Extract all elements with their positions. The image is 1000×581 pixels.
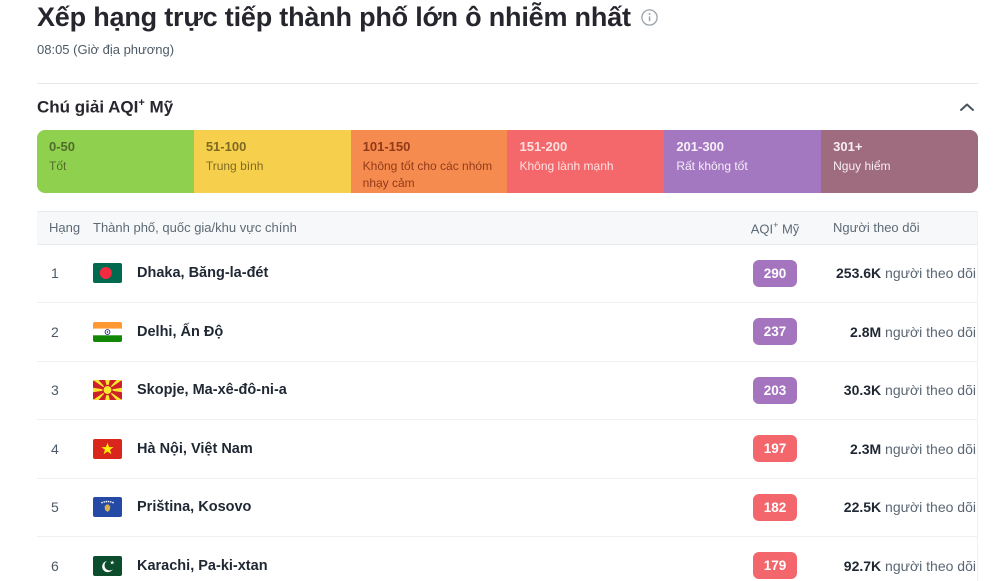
vietnam-flag (93, 438, 122, 459)
page-header: Xếp hạng trực tiếp thành phố lớn ô nhiễm… (37, 0, 978, 57)
followers-cell: 22.5K người theo dõi (827, 499, 977, 515)
north-macedonia-flag (93, 380, 122, 401)
legend-segment: 101-150 Không tốt cho các nhóm nhạy cảm (350, 129, 508, 193)
table-row[interactable]: 1 Dhaka, Băng-la-đét 290 253.6K người th… (37, 244, 977, 304)
legend-segment: 51-100 Trung bình (193, 129, 351, 193)
info-icon[interactable] (641, 9, 658, 31)
legend-segment: 0-50 Tốt (37, 129, 194, 193)
aqi-badge: 197 (753, 435, 797, 463)
header-rank: Hạng (49, 220, 81, 236)
city-cell: Karachi, Pa-ki-xtan (93, 555, 723, 576)
city-name: Karachi, Pa-ki-xtan (137, 557, 268, 574)
followers-label: người theo dõi (885, 323, 976, 340)
legend-title: Chú giải AQI+ Mỹ (37, 97, 174, 117)
legend-segment-range: 51-100 (205, 138, 247, 154)
aqi-badge: 179 (753, 552, 797, 580)
legend-segment: 201-300 Rất không tốt (664, 129, 822, 193)
header-aqi: AQI+ Mỹ (750, 219, 800, 236)
followers-count: 253.6K (836, 265, 882, 282)
followers-label: người theo dõi (885, 440, 976, 457)
followers-cell: 2.8M người theo dõi (827, 324, 977, 340)
table-row[interactable]: 2 Delhi, Ấn Độ 237 2.8M người theo dõi (37, 303, 977, 362)
city-cell: Skopje, Ma-xê-đô-ni-a (93, 380, 723, 401)
legend-segment-label: Tốt (49, 158, 67, 173)
table-row[interactable]: 6 Karachi, Pa-ki-xtan 179 92.7K người th… (37, 537, 977, 581)
legend-segment-label: Trung bình (205, 158, 264, 173)
followers-count: 2.8M (850, 323, 882, 340)
legend-segment-range: 201-300 (676, 138, 725, 154)
legend-segment-label: Nguy hiểm (833, 158, 891, 173)
chevron-up-icon (958, 101, 976, 116)
table-row[interactable]: 5 Priština, Kosovo 182 22.5K người theo … (37, 478, 977, 538)
aqi-cell: 197 (723, 435, 827, 463)
followers-cell: 92.7K người theo dõi (827, 558, 977, 574)
followers-count: 22.5K (843, 499, 882, 516)
table-row[interactable]: 4 Hà Nội, Việt Nam 197 2.3M người theo d… (37, 420, 977, 479)
legend-segment-range: 151-200 (519, 138, 568, 154)
followers-cell: 30.3K người theo dõi (827, 382, 977, 398)
legend-header: Chú giải AQI+ Mỹ (37, 97, 978, 118)
aqi-cell: 290 (723, 259, 827, 287)
bangladesh-flag (93, 263, 122, 284)
city-cell: Priština, Kosovo (93, 497, 723, 518)
table-row[interactable]: 3 Skopje, Ma-xê-đô-ni-a 203 30.3K người … (37, 361, 977, 421)
table-body: 1 Dhaka, Băng-la-đét 290 253.6K người th… (37, 244, 977, 581)
header-followers: Người theo dõi (833, 220, 920, 236)
divider (37, 83, 978, 85)
header-city: Thành phố, quốc gia/khu vực chính (93, 220, 297, 236)
followers-count: 2.3M (850, 440, 882, 457)
legend-segment-label: Không tốt cho các nhóm nhạy cảm (362, 158, 493, 190)
city-cell: Delhi, Ấn Độ (93, 321, 723, 342)
pakistan-flag (93, 555, 122, 576)
local-time: 08:05 (Giờ địa phương) (37, 42, 175, 58)
legend-collapse-button[interactable] (956, 99, 978, 115)
aqi-cell: 237 (723, 318, 827, 346)
followers-count: 92.7K (843, 557, 882, 574)
aqi-legend-bar: 0-50 Tốt 51-100 Trung bình 101-150 Không… (37, 129, 978, 193)
city-name: Dhaka, Băng-la-đét (137, 265, 269, 282)
followers-cell: 2.3M người theo dõi (827, 441, 977, 457)
aqi-cell: 182 (723, 493, 827, 521)
legend-segment: 151-200 Không lành mạnh (507, 129, 665, 193)
city-name: Delhi, Ấn Độ (137, 323, 224, 340)
aqi-cell: 203 (723, 376, 827, 404)
rank-cell: 1 (51, 265, 59, 282)
aqi-cell: 179 (723, 552, 827, 580)
followers-label: người theo dõi (885, 499, 976, 516)
city-cell: Hà Nội, Việt Nam (93, 438, 723, 459)
legend-segment-label: Rất không tốt (676, 158, 748, 173)
city-name: Priština, Kosovo (137, 499, 252, 516)
rank-cell: 3 (51, 382, 59, 399)
followers-label: người theo dõi (885, 265, 976, 282)
followers-label: người theo dõi (885, 557, 976, 574)
kosovo-flag (93, 497, 122, 518)
legend-segment-range: 0-50 (49, 138, 76, 154)
legend-segment-range: 301+ (833, 138, 863, 154)
followers-count: 30.3K (843, 382, 882, 399)
rank-cell: 6 (51, 557, 59, 574)
aqi-badge: 237 (753, 318, 797, 346)
city-name: Hà Nội, Việt Nam (137, 440, 253, 457)
followers-cell: 253.6K người theo dõi (827, 265, 977, 281)
aqi-badge: 290 (753, 259, 797, 287)
city-cell: Dhaka, Băng-la-đét (93, 263, 723, 284)
aqi-badge: 182 (753, 493, 797, 521)
page-title: Xếp hạng trực tiếp thành phố lớn ô nhiễm… (37, 2, 631, 32)
followers-label: người theo dõi (885, 382, 976, 399)
ranking-table: Hạng Thành phố, quốc gia/khu vực chính A… (37, 210, 978, 581)
city-name: Skopje, Ma-xê-đô-ni-a (137, 382, 287, 399)
legend-segment-range: 101-150 (362, 138, 411, 154)
legend-segment: 301+ Nguy hiểm (821, 129, 978, 193)
rank-cell: 4 (51, 440, 59, 457)
legend-segment-label: Không lành mạnh (519, 158, 614, 173)
table-header-row: Hạng Thành phố, quốc gia/khu vực chính A… (37, 210, 977, 245)
rank-cell: 2 (51, 323, 59, 340)
rank-cell: 5 (51, 499, 59, 516)
india-flag (93, 321, 122, 342)
aqi-badge: 203 (753, 376, 797, 404)
